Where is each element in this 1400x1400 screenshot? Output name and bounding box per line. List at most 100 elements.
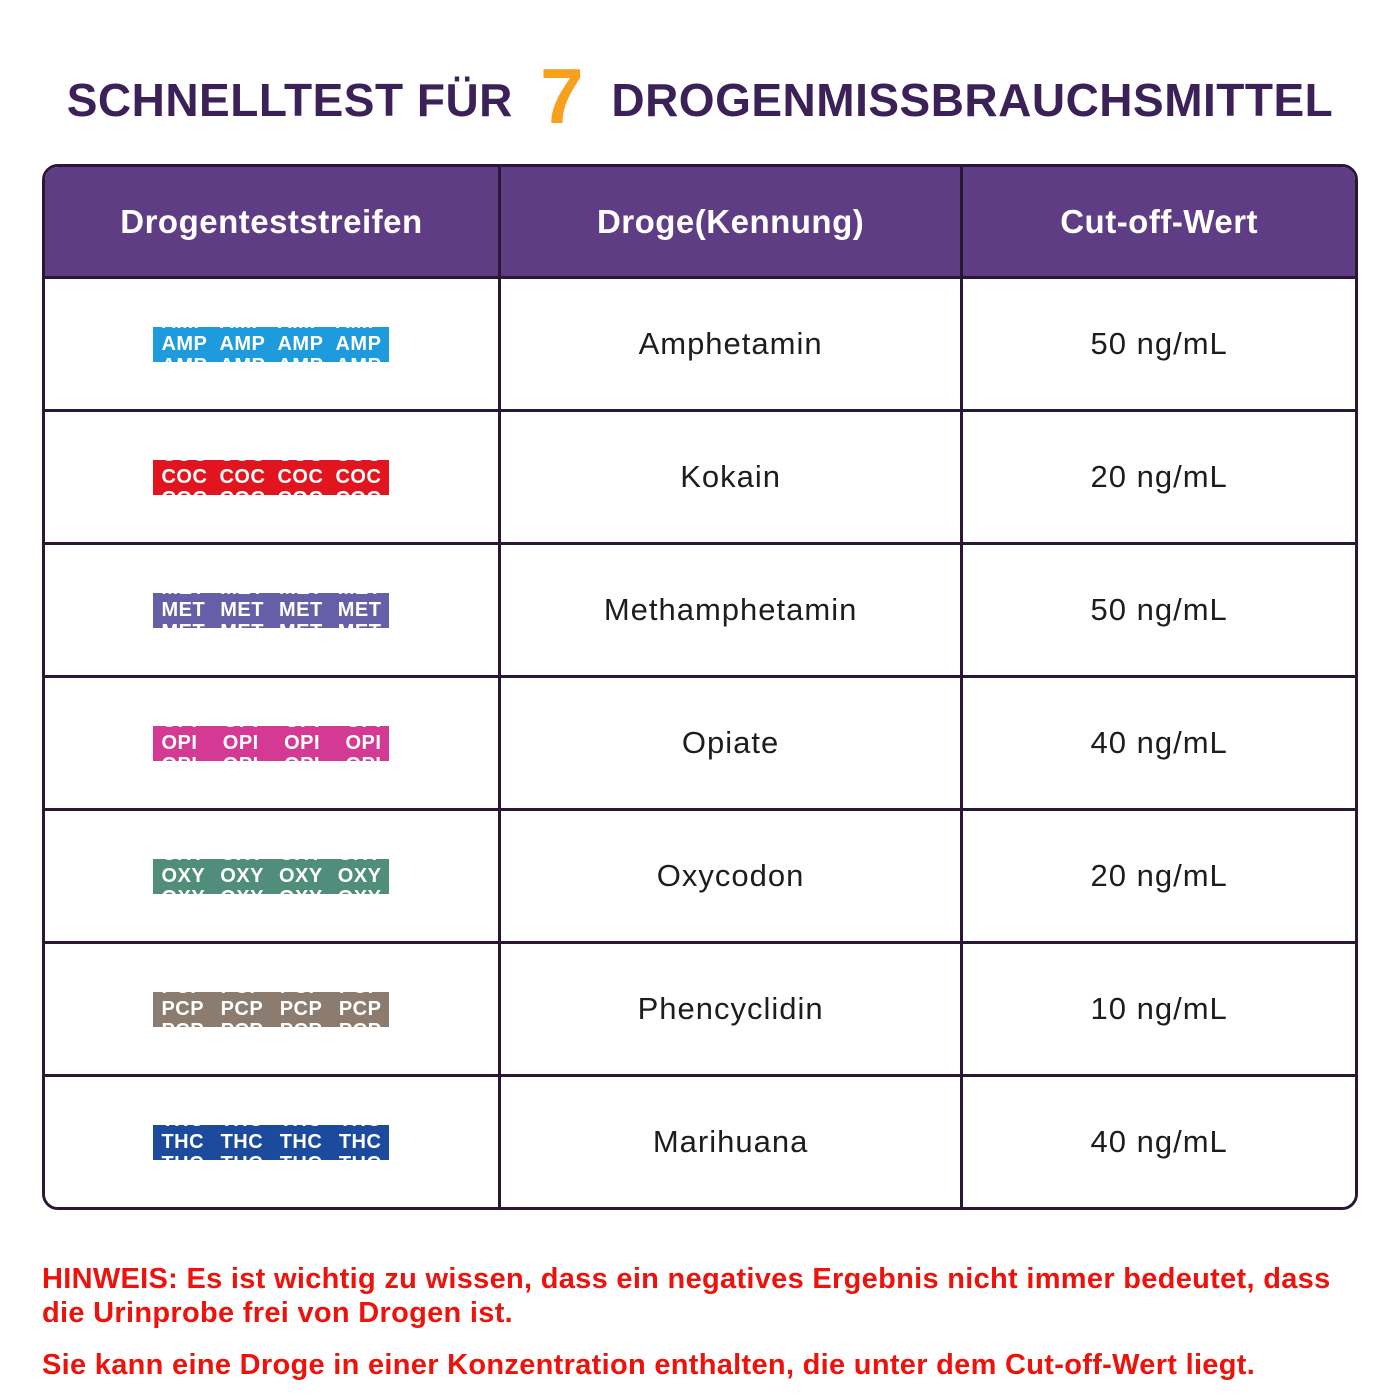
strip-code: COC [277,488,323,495]
infographic-page: SCHNELLTEST FÜR 7 DROGENMISSBRAUCHSMITTE… [42,0,1358,1383]
table-row: THCTHCTHCTHCTHCTHCTHCTHCTHCTHCTHCTHC Mari… [45,1077,1355,1207]
strip-code: THC [280,1125,323,1132]
strip-code: AMP [219,327,265,334]
cutoff-cell: 40 ng/mL [963,1077,1355,1207]
cutoff-value: 20 ng/mL [1090,858,1228,893]
strip-code: THC [220,1131,264,1153]
strip-code: OPI [161,726,197,733]
strip-code: COC [335,466,382,488]
strip-code-line: MET MET MET MET [153,599,389,621]
strip-code: PCP [339,1020,382,1027]
strip-code: OXY [338,887,382,894]
strip-code: PCP [280,1020,323,1027]
title-count: 7 [540,52,585,140]
strip-code: COC [335,460,381,467]
strip-code-line: COC COC COC COC [153,488,389,495]
strip-code: THC [161,1125,204,1132]
strip-code: MET [220,621,264,628]
strip-code: PCP [161,992,204,999]
strip-code: AMP [161,355,207,362]
table-body: AMPAMPAMPAMPAMPAMPAMPAMPAMPAMPAMPAMP Amph… [45,279,1355,1207]
strip-code-line: OPI OPI OPI OPI [153,732,389,754]
drug-name: Marihuana [652,1124,809,1159]
drug-name: Oxycodon [656,858,805,893]
strip-code: MET [220,593,264,600]
strip-code: OXY [161,859,205,866]
strip-code: OXY [220,859,264,866]
strip-code: COC [277,460,323,467]
strip-code-line: THC THC THC THC [153,1131,389,1153]
strip-code-line: AMP AMP AMP AMP [153,333,389,355]
strip-code: OPI [161,754,197,761]
drug-test-strip: PCPPCPPCPPCPPCPPCPPCPPCPPCPPCPPCPPCP [153,991,390,1027]
drug-test-strip: OXYOXYOXYOXYOXYOXYOXYOXYOXYOXYOXYOXY [153,858,390,894]
strip-code: PCP [220,998,264,1020]
header-cell-teststrips: Drogenteststreifen [45,167,501,276]
strip-code: OPI [345,754,381,761]
strip-cell: OXYOXYOXYOXYOXYOXYOXYOXYOXYOXYOXYOXY [45,811,501,941]
strip-code: MET [338,621,382,628]
strip-code: MET [220,599,264,621]
strip-code: COC [219,488,265,495]
strip-code: OPI [284,754,320,761]
strip-code: OXY [279,887,323,894]
strip-cell: AMPAMPAMPAMPAMPAMPAMPAMPAMPAMPAMPAMP [45,279,501,409]
cutoff-cell: 10 ng/mL [963,944,1355,1074]
strip-cell: PCPPCPPCPPCPPCPPCPPCPPCPPCPPCPPCPPCP [45,944,501,1074]
strip-code: AMP [277,327,323,334]
strip-code-line: THC THC THC THC [153,1125,389,1132]
cutoff-value: 10 ng/mL [1090,991,1228,1026]
table-row: METMETMETMETMETMETMETMETMETMETMETMETMeth… [45,545,1355,678]
strip-code-line: COC COC COC COC [153,460,389,467]
drug-name: Opiate [681,725,780,760]
drug-test-strip: OPIOPIOPIOPIOPIOPIOPIOPIOPIOPIOPIOPI [153,725,390,761]
strip-code-line: OPI OPI OPI OPI [153,726,389,733]
cutoff-value: 40 ng/mL [1090,1124,1228,1159]
strip-code: OPI [222,732,259,754]
cutoff-cell: 20 ng/mL [963,811,1355,941]
strip-code-line: PCP PCP PCP PCP [153,1020,389,1027]
cutoff-cell: 20 ng/mL [963,412,1355,542]
strip-code: COC [161,488,207,495]
drug-name-cell: Kokain [501,412,964,542]
strip-cell: COCCOCCOCCOCCOCCOCCOCCOCCOCCOCCOCCOC [45,412,501,542]
strip-code-line: AMP AMP AMP AMP [153,327,389,334]
strip-code: OPI [223,726,259,733]
strip-code: THC [338,1131,382,1153]
table-row: OPIOPIOPIOPIOPIOPIOPIOPIOPIOPIOPIOPI Opia… [45,678,1355,811]
strip-code: MET [278,599,323,621]
strip-code: PCP [339,992,382,999]
strip-code: AMP [219,355,265,362]
strip-code: OPI [223,754,259,761]
strip-code-line: OXY OXY OXY OXY [153,859,389,866]
title-prefix: SCHNELLTEST FÜR [66,74,513,126]
drug-table: Drogenteststreifen Droge(Kennung) Cut-of… [42,164,1358,1210]
strip-code: THC [161,1131,205,1153]
strip-code: MET [279,621,323,628]
strip-code: AMP [277,333,324,355]
table-row: AMPAMPAMPAMPAMPAMPAMPAMPAMPAMPAMPAMP Amph… [45,279,1355,412]
strip-code: MET [338,593,382,600]
drug-name: Methamphetamin [603,592,858,627]
strip-code: OXY [278,865,323,887]
cutoff-value: 50 ng/mL [1090,326,1228,361]
drug-name: Amphetamin [638,326,823,361]
strip-code: PCP [221,1020,264,1027]
strip-code: COC [219,466,266,488]
strip-code: OPI [284,732,321,754]
strip-code: THC [161,1153,204,1160]
strip-code-line: OXY OXY OXY OXY [153,865,389,887]
drug-test-strip: AMPAMPAMPAMPAMPAMPAMPAMPAMPAMPAMPAMP [153,326,390,362]
strip-code: OXY [161,865,206,887]
strip-code: COC [277,466,324,488]
strip-code-line: THC THC THC THC [153,1153,389,1160]
table-row: PCPPCPPCPPCPPCPPCPPCPPCPPCPPCPPCPPCPPhen… [45,944,1355,1077]
strip-code-line: MET MET MET MET [153,621,389,628]
strip-code: OPI [345,726,381,733]
drug-test-strip: THCTHCTHCTHCTHCTHCTHCTHCTHCTHCTHCTHC [153,1124,390,1160]
strip-code: AMP [277,355,323,362]
strip-code: THC [221,1125,264,1132]
drug-name-cell: Oxycodon [501,811,964,941]
strip-code-line: OPI OPI OPI OPI [153,754,389,761]
strip-code: AMP [219,333,266,355]
